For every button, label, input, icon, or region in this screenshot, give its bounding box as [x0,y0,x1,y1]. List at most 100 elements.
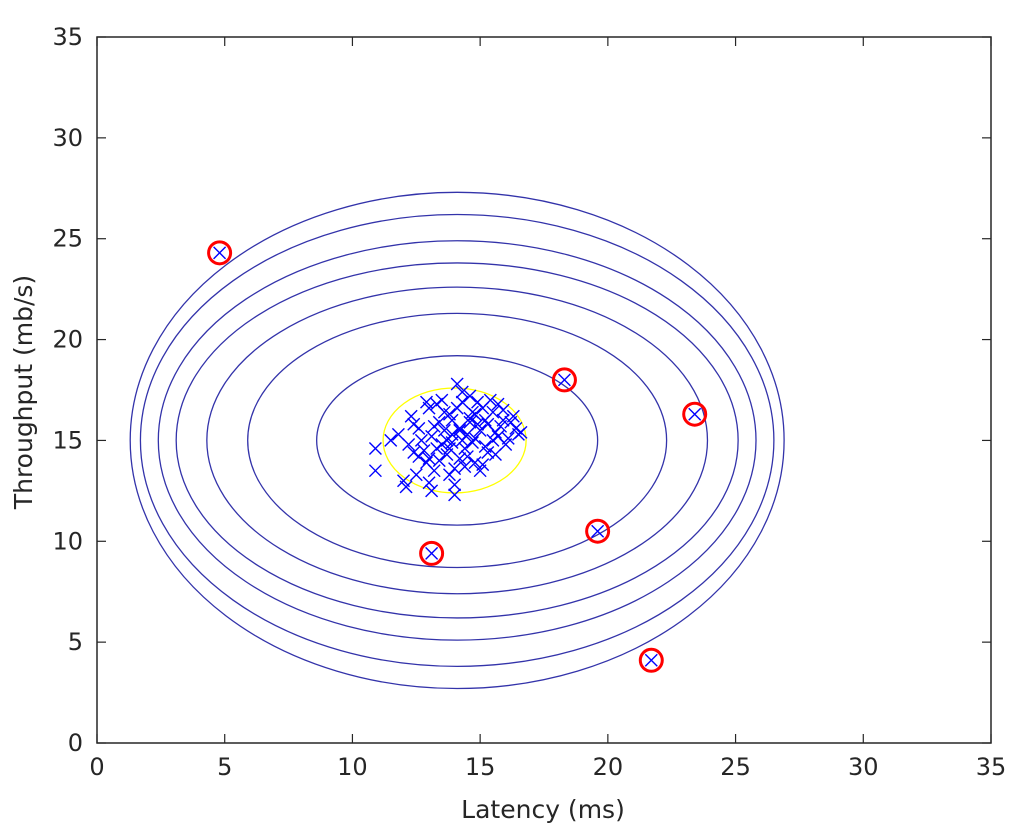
anomaly-point [644,653,658,667]
data-point [455,385,469,399]
data-point [463,411,477,425]
data-point [473,423,487,437]
x-tick-label: 35 [976,753,1007,781]
contour-line [247,312,668,569]
axis-ticks: 0 5 10 15 20 25 30 35 0 5 10 15 20 25 30 35 [52,23,1006,781]
x-tick-label: 25 [720,753,751,781]
data-point [453,423,467,437]
data-point [422,452,436,466]
x-tick-label: 5 [217,753,232,781]
data-point [486,405,500,419]
contour-lines [129,191,785,690]
data-point [442,442,456,455]
data-point [491,397,505,411]
contour-line [157,240,757,641]
anomaly-point [688,407,702,421]
data-point [412,421,426,435]
y-tick-label: 30 [52,124,83,152]
data-point [407,446,421,460]
data-point [468,431,482,445]
contour-line [206,286,709,595]
axes-frame [96,36,992,744]
y-tick-label: 5 [68,628,83,656]
data-point [440,433,454,447]
data-point [420,395,433,409]
data-point [425,484,439,498]
anomaly-circle [638,647,664,673]
y-tick-label: 0 [68,729,83,757]
data-point [491,429,505,443]
x-tick-label: 0 [89,753,104,781]
contour-line [316,355,599,526]
data-point [453,452,467,466]
data-point [496,413,510,427]
data-point [460,450,474,464]
y-axis-label: Throughput (mb/s) [9,275,38,510]
data-point [486,433,500,447]
contour-line [139,213,775,667]
data-point [402,437,416,451]
data-point [458,460,472,474]
data-point [399,480,413,494]
data-point [432,454,446,468]
data-point [425,429,439,443]
data-point [458,442,472,455]
data-point [514,425,528,439]
data-point [463,415,477,429]
data-point [412,450,426,464]
anomaly-markers [207,240,708,673]
x-tick-label: 20 [593,753,624,781]
contour-line [175,262,739,619]
anomaly-point [425,546,439,560]
y-tick-label: 20 [52,326,83,354]
data-point [468,456,482,470]
data-point [437,423,451,437]
data-point [450,401,464,415]
anomaly-circle [682,401,708,427]
data-point [391,427,405,441]
data-point [407,417,421,431]
plot-box [96,36,992,744]
data-point [476,458,490,472]
data-point [465,435,479,449]
data-point [501,431,515,445]
data-point [435,437,449,451]
anomaly-circle [419,540,445,566]
y-tick-label: 35 [52,23,83,51]
threshold-contour [382,387,527,494]
contour-line [129,191,785,690]
data-point [483,393,497,407]
data-point [435,393,449,407]
data-point [414,433,428,447]
data-point [432,415,446,429]
data-point [422,476,436,490]
data-point [409,468,423,482]
data-point [450,377,464,391]
data-point [455,433,469,447]
data-point [481,417,495,431]
data-point [404,409,418,423]
x-axis-label: Latency (ms) [461,795,625,824]
data-point [430,442,444,455]
data-point [368,464,382,478]
x-tick-label: 30 [848,753,879,781]
anomaly-point [213,246,227,260]
y-tick-label: 10 [52,527,83,555]
data-point [437,405,451,419]
data-point [448,488,462,502]
data-point [368,442,382,455]
x-tick-label: 15 [465,753,496,781]
y-tick-label: 25 [52,225,83,253]
x-tick-label: 10 [337,753,368,781]
data-point [463,389,477,403]
data-point [448,478,462,492]
anomaly-circle [207,240,233,266]
data-point [506,409,520,423]
anomaly-point [591,524,605,538]
data-point [509,421,523,435]
data-points [368,377,528,502]
data-point [488,448,502,462]
data-point [427,419,441,433]
data-point [471,395,485,409]
